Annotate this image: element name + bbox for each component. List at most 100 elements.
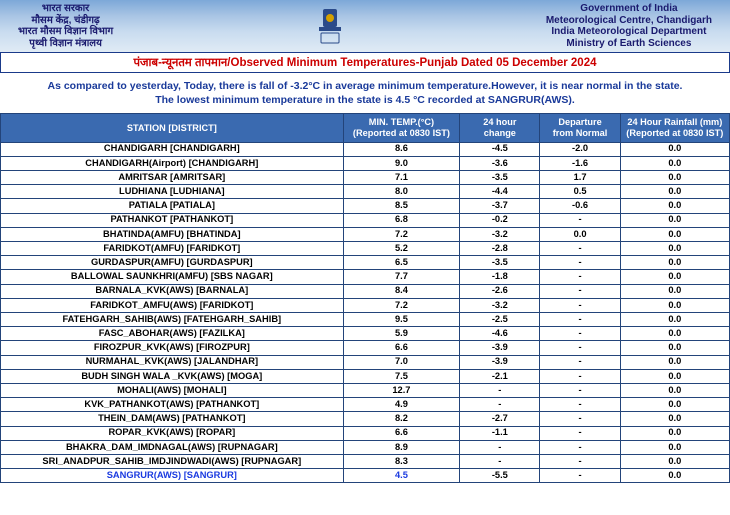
cell-station: PATIALA [PATIALA] <box>1 199 344 213</box>
cell-dep: - <box>540 412 620 426</box>
table-row: FASC_ABOHAR(AWS) [FAZILKA]5.9-4.6-0.0 <box>1 327 730 341</box>
cell-chg: -4.4 <box>460 185 540 199</box>
cell-station: CHANDIGARH(Airport) [CHANDIGARH] <box>1 156 344 170</box>
cell-min: 6.6 <box>343 341 460 355</box>
cell-rain: 0.0 <box>620 327 729 341</box>
data-table: STATION [DISTRICT] MIN. TEMP.(°C) (Repor… <box>0 113 730 483</box>
cell-station: LUDHIANA [LUDHIANA] <box>1 185 344 199</box>
emblem-icon <box>317 7 343 45</box>
cell-station: KVK_PATHANKOT(AWS) [PATHANKOT] <box>1 398 344 412</box>
table-row: BUDH SINGH WALA _KVK(AWS) [MOGA]7.5-2.1-… <box>1 369 730 383</box>
col-min: MIN. TEMP.(°C) (Reported at 0830 IST) <box>343 114 460 142</box>
cell-station: SRI_ANADPUR_SAHIB_IMDJINDWADI(AWS) [RUPN… <box>1 454 344 468</box>
header-right-titles: Government of India Meteorological Centr… <box>546 3 712 49</box>
cell-chg: - <box>460 454 540 468</box>
cell-rain: 0.0 <box>620 412 729 426</box>
cell-min: 8.3 <box>343 454 460 468</box>
cell-min: 7.2 <box>343 227 460 241</box>
cell-station: GURDASPUR(AMFU) [GURDASPUR] <box>1 256 344 270</box>
cell-min: 8.0 <box>343 185 460 199</box>
table-row: LUDHIANA [LUDHIANA]8.0-4.40.50.0 <box>1 185 730 199</box>
cell-chg: -3.5 <box>460 170 540 184</box>
col-station: STATION [DISTRICT] <box>1 114 344 142</box>
cell-dep: - <box>540 426 620 440</box>
cell-dep: - <box>540 383 620 397</box>
table-header-row: STATION [DISTRICT] MIN. TEMP.(°C) (Repor… <box>1 114 730 142</box>
table-row: BALLOWAL SAUNKHRI(AMFU) [SBS NAGAR]7.7-1… <box>1 270 730 284</box>
cell-rain: 0.0 <box>620 469 729 483</box>
report-title: पंजाब-न्यूनतम तापमान/Observed Minimum Te… <box>0 52 730 73</box>
cell-min: 8.6 <box>343 142 460 156</box>
cell-chg: -2.1 <box>460 369 540 383</box>
cell-dep: - <box>540 327 620 341</box>
cell-rain: 0.0 <box>620 256 729 270</box>
table-row: ROPAR_KVK(AWS) [ROPAR]6.6-1.1-0.0 <box>1 426 730 440</box>
table-row: FARIDKOT_AMFU(AWS) [FARIDKOT]7.2-3.2-0.0 <box>1 298 730 312</box>
cell-station: FASC_ABOHAR(AWS) [FAZILKA] <box>1 327 344 341</box>
cell-rain: 0.0 <box>620 241 729 255</box>
cell-min: 8.5 <box>343 199 460 213</box>
col-dep-l2: from Normal <box>553 128 608 138</box>
col-rain-l2: (Reported at 0830 IST) <box>626 128 723 138</box>
right-line-2: India Meteorological Department <box>546 26 712 38</box>
cell-min: 8.4 <box>343 284 460 298</box>
cell-chg: -2.7 <box>460 412 540 426</box>
cell-chg: -1.8 <box>460 270 540 284</box>
cell-min: 7.5 <box>343 369 460 383</box>
cell-dep: - <box>540 341 620 355</box>
cell-chg: - <box>460 440 540 454</box>
cell-station: AMRITSAR [AMRITSAR] <box>1 170 344 184</box>
cell-rain: 0.0 <box>620 199 729 213</box>
cell-dep: - <box>540 355 620 369</box>
cell-station: CHANDIGARH [CHANDIGARH] <box>1 142 344 156</box>
cell-chg: -3.9 <box>460 341 540 355</box>
cell-rain: 0.0 <box>620 270 729 284</box>
cell-rain: 0.0 <box>620 426 729 440</box>
table-row: NURMAHAL_KVK(AWS) [JALANDHAR]7.0-3.9-0.0 <box>1 355 730 369</box>
table-row: PATIALA [PATIALA]8.5-3.7-0.60.0 <box>1 199 730 213</box>
right-line-1: Meteorological Centre, Chandigarh <box>546 15 712 27</box>
cell-chg: -3.6 <box>460 156 540 170</box>
col-dep: Departure from Normal <box>540 114 620 142</box>
cell-dep: -0.6 <box>540 199 620 213</box>
header-left-titles: भारत सरकार मौसम केंद्र, चंडीगढ़ भारत मौस… <box>18 3 113 49</box>
cell-min: 6.6 <box>343 426 460 440</box>
cell-dep: -2.0 <box>540 142 620 156</box>
cell-min: 7.1 <box>343 170 460 184</box>
cell-min: 5.9 <box>343 327 460 341</box>
table-row: MOHALI(AWS) [MOHALI]12.7--0.0 <box>1 383 730 397</box>
col-chg-l2: change <box>484 128 516 138</box>
cell-station: BARNALA_KVK(AWS) [BARNALA] <box>1 284 344 298</box>
summary-line-2: The lowest minimum temperature in the st… <box>8 93 722 107</box>
cell-station: ROPAR_KVK(AWS) [ROPAR] <box>1 426 344 440</box>
cell-min: 7.0 <box>343 355 460 369</box>
cell-dep: - <box>540 312 620 326</box>
cell-min: 4.5 <box>343 469 460 483</box>
left-line-2: भारत मौसम विज्ञान विभाग <box>18 26 113 38</box>
cell-station: SANGRUR(AWS) [SANGRUR] <box>1 469 344 483</box>
cell-station: BALLOWAL SAUNKHRI(AMFU) [SBS NAGAR] <box>1 270 344 284</box>
cell-rain: 0.0 <box>620 213 729 227</box>
table-row: BHAKRA_DAM_IMDNAGAL(AWS) [RUPNAGAR]8.9--… <box>1 440 730 454</box>
cell-rain: 0.0 <box>620 298 729 312</box>
cell-min: 7.2 <box>343 298 460 312</box>
cell-dep: 1.7 <box>540 170 620 184</box>
cell-station: NURMAHAL_KVK(AWS) [JALANDHAR] <box>1 355 344 369</box>
header-band: भारत सरकार मौसम केंद्र, चंडीगढ़ भारत मौस… <box>0 0 730 52</box>
cell-chg: -3.7 <box>460 199 540 213</box>
summary-block: As compared to yesterday, Today, there i… <box>0 73 730 113</box>
cell-rain: 0.0 <box>620 185 729 199</box>
cell-rain: 0.0 <box>620 369 729 383</box>
cell-min: 9.0 <box>343 156 460 170</box>
cell-rain: 0.0 <box>620 454 729 468</box>
right-line-3: Ministry of Earth Sciences <box>546 38 712 50</box>
cell-min: 4.9 <box>343 398 460 412</box>
col-rain: 24 Hour Rainfall (mm) (Reported at 0830 … <box>620 114 729 142</box>
cell-station: MOHALI(AWS) [MOHALI] <box>1 383 344 397</box>
cell-station: PATHANKOT [PATHANKOT] <box>1 213 344 227</box>
cell-rain: 0.0 <box>620 170 729 184</box>
col-min-l1: MIN. TEMP.(°C) <box>369 117 434 127</box>
table-row: AMRITSAR [AMRITSAR]7.1-3.51.70.0 <box>1 170 730 184</box>
left-line-3: पृथ्वी विज्ञान मंत्रालय <box>18 38 113 50</box>
cell-chg: -2.6 <box>460 284 540 298</box>
